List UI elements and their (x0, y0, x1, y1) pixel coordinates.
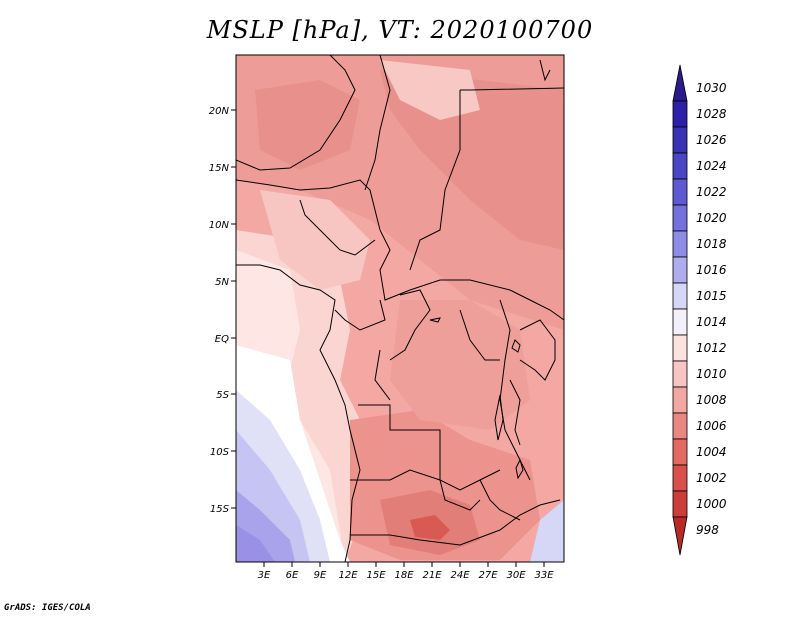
colorbar-label: 998 (696, 523, 719, 537)
colorbar-label: 1018 (696, 237, 727, 251)
colorbar-swatch (672, 412, 688, 440)
colorbar-swatch (672, 282, 688, 310)
country-borders (236, 55, 564, 562)
colorbar-label: 1016 (696, 263, 727, 277)
colorbar-label: 1002 (696, 471, 727, 485)
lon-label: 12E (338, 570, 358, 581)
colorbar-swatch (672, 126, 688, 154)
lake-victoria (511, 339, 521, 353)
lat-labels: 20N 15N 10N 5N EQ 5S 10S 15S (209, 106, 230, 515)
field-north-patch (380, 60, 480, 120)
lat-label: 15N (209, 163, 230, 174)
colorbar-swatch (672, 490, 688, 518)
colorbar-swatch (672, 360, 688, 388)
field-east-low (380, 70, 564, 250)
lon-label: 30E (506, 570, 526, 581)
colorbar-swatch (672, 178, 688, 206)
grads-credit: GrADS: IGES/COLA (4, 603, 91, 613)
lon-label: 6E (286, 570, 299, 581)
colorbar-swatch (672, 256, 688, 284)
colorbar: 1030 1028 1026 1024 1022 1020 1018 1016 1015 1014… (672, 64, 727, 556)
lakes (429, 317, 524, 480)
lat-label: 5N (215, 277, 229, 288)
colorbar-label: 1010 (696, 367, 727, 381)
lake-malawi (515, 458, 524, 480)
axis-ticks (231, 109, 545, 567)
map-title: MSLP [hPa], VT: 2020100700 (206, 16, 594, 44)
colorbar-cap-top (672, 64, 688, 102)
colorbar-label: 1022 (696, 185, 727, 199)
colorbar-label: 1014 (696, 315, 727, 329)
colorbar-swatch (672, 152, 688, 180)
colorbar-swatch (672, 334, 688, 362)
lon-label: 3E (258, 570, 271, 581)
colorbar-swatch (672, 308, 688, 336)
colorbar-label: 1006 (696, 419, 727, 433)
lake-tanganyika (494, 394, 504, 441)
colorbar-swatch (672, 464, 688, 492)
lat-label: EQ (215, 334, 229, 345)
lat-label: 15S (210, 504, 230, 515)
colorbar-label: 1026 (696, 133, 727, 147)
lon-label: 18E (394, 570, 414, 581)
colorbar-label: 1028 (696, 107, 727, 121)
colorbar-label: 1020 (696, 211, 727, 225)
colorbar-label: 1024 (696, 159, 727, 173)
lon-label: 33E (534, 570, 554, 581)
colorbar-swatch (672, 100, 688, 128)
field-sahel-low (255, 80, 360, 170)
colorbar-label: 1015 (696, 289, 727, 303)
colorbar-label: 1000 (696, 497, 727, 511)
lon-label: 24E (450, 570, 470, 581)
colorbar-label: 1004 (696, 445, 727, 459)
colorbar-label: 1030 (696, 81, 727, 95)
field-nigeria-patch (260, 190, 370, 290)
colorbar-label: 1012 (696, 341, 727, 355)
lat-label: 10S (210, 447, 230, 458)
colorbar-cap-bottom (672, 516, 688, 556)
field-congo (390, 300, 530, 430)
lon-label: 27E (478, 570, 498, 581)
lon-label: 15E (366, 570, 386, 581)
colorbar-label: 1008 (696, 393, 727, 407)
lat-label: 20N (209, 106, 230, 117)
lon-label: 21E (422, 570, 442, 581)
lat-label: 5S (216, 390, 229, 401)
lake-mweru (429, 317, 441, 323)
colorbar-swatch (672, 204, 688, 232)
colorbar-swatch (672, 386, 688, 414)
pressure-field (236, 55, 564, 562)
colorbar-swatch (672, 438, 688, 466)
field-se-high (530, 500, 564, 562)
map-frame (235, 54, 565, 563)
field-1020 (236, 525, 275, 562)
lat-label: 10N (209, 220, 230, 231)
lon-label: 9E (314, 570, 327, 581)
field-1004 (410, 515, 450, 540)
colorbar-swatch (672, 230, 688, 258)
lon-labels: 3E 6E 9E 12E 15E 18E 21E 24E 27E 30E 33E (258, 570, 555, 581)
